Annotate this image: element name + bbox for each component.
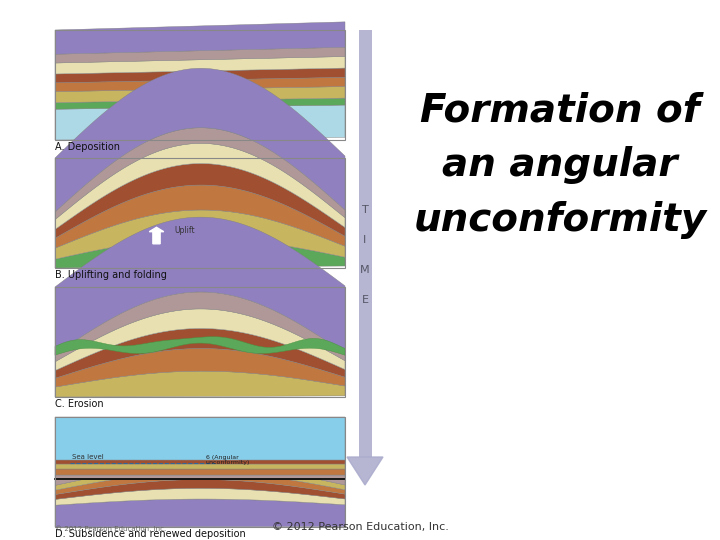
Polygon shape [55, 480, 345, 495]
Text: C. Erosion: C. Erosion [55, 399, 104, 409]
Polygon shape [55, 185, 345, 248]
Text: I: I [364, 235, 366, 245]
FancyArrow shape [149, 227, 163, 244]
Text: Formation of: Formation of [420, 91, 700, 129]
Polygon shape [55, 48, 345, 63]
Polygon shape [55, 348, 345, 387]
Polygon shape [55, 371, 345, 397]
Text: T: T [361, 205, 369, 215]
Polygon shape [55, 68, 345, 212]
Text: B. Uplifting and folding: B. Uplifting and folding [55, 270, 167, 280]
Text: © 2012 Pearson Education, Inc.: © 2012 Pearson Education, Inc. [55, 525, 166, 532]
Polygon shape [55, 86, 345, 103]
Text: M: M [360, 265, 370, 275]
Bar [55, 417, 345, 527]
Polygon shape [347, 457, 383, 485]
Polygon shape [55, 68, 345, 83]
Polygon shape [55, 210, 345, 259]
Polygon shape [55, 460, 345, 464]
Text: unconformity: unconformity [413, 201, 706, 239]
Bar [55, 158, 345, 268]
Polygon shape [55, 337, 345, 355]
Polygon shape [55, 469, 345, 475]
Bar [55, 287, 345, 397]
Text: © 2012 Pearson Education, Inc.: © 2012 Pearson Education, Inc. [271, 522, 449, 532]
Polygon shape [55, 292, 345, 362]
Text: Sea level: Sea level [73, 455, 104, 461]
Text: E: E [361, 295, 369, 305]
Polygon shape [55, 499, 345, 527]
Polygon shape [55, 309, 345, 370]
Bar [359, 30, 372, 457]
Polygon shape [55, 217, 345, 354]
Text: A. Deposition: A. Deposition [55, 142, 120, 152]
Polygon shape [55, 164, 345, 238]
Polygon shape [55, 238, 345, 268]
Polygon shape [55, 480, 345, 500]
Text: D. Subsidence and renewed deposition: D. Subsidence and renewed deposition [55, 529, 246, 539]
Polygon shape [55, 475, 345, 478]
Polygon shape [55, 22, 345, 54]
Polygon shape [55, 488, 345, 505]
Polygon shape [55, 480, 345, 490]
Polygon shape [55, 480, 345, 485]
Text: 6 (Angular
unconformity): 6 (Angular unconformity) [206, 455, 250, 465]
Polygon shape [55, 105, 345, 140]
Text: an angular: an angular [442, 146, 678, 184]
Polygon shape [55, 57, 345, 74]
Polygon shape [55, 328, 345, 379]
Polygon shape [55, 77, 345, 92]
Polygon shape [55, 128, 345, 220]
Polygon shape [55, 98, 345, 109]
Polygon shape [55, 417, 345, 460]
Bar [55, 30, 345, 140]
Polygon shape [55, 143, 345, 230]
Text: Uplift: Uplift [174, 226, 194, 235]
Polygon shape [55, 464, 345, 469]
